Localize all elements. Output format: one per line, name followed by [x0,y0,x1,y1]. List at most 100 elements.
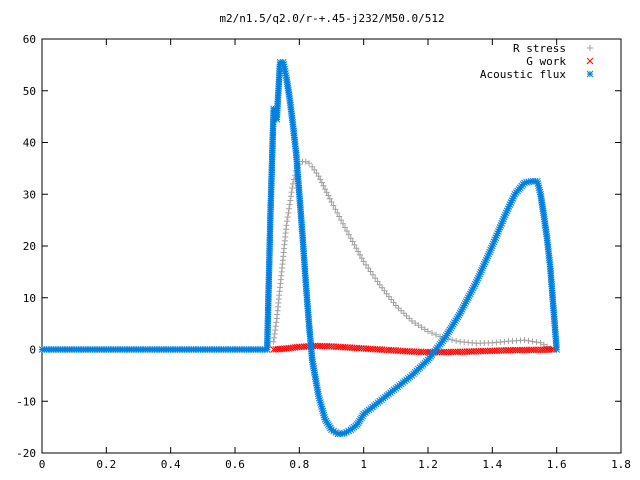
legend-label-r-stress: R stress [513,42,566,55]
x-tick-label: 1.2 [418,458,438,471]
data-point [323,189,330,196]
data-point [302,158,309,165]
x-tick-label: 0.4 [161,458,181,471]
data-point [351,241,358,248]
data-point [322,186,329,193]
data-point [365,265,372,272]
chart-title: m2/n1.5/q2.0/r-+.45-j232/M50.0/512 [219,12,444,25]
data-point [433,331,440,338]
data-point [311,166,318,173]
data-point [338,217,345,224]
data-point [400,310,407,317]
data-point [315,173,322,180]
data-point [271,330,278,337]
data-point [273,319,280,326]
data-point [367,268,374,275]
data-point [286,201,293,208]
data-point [374,278,381,285]
data-point [347,235,354,242]
legend-marker-g-work [586,57,594,65]
legend-marker-r-stress [587,45,593,51]
data-point [429,330,436,337]
legend-label-acoustic-flux: Acoustic flux [480,68,566,81]
data-point [332,206,339,213]
data-point [330,202,337,209]
y-tick-label: 20 [23,240,36,253]
x-tick-label: 0.2 [96,458,116,471]
data-point [360,258,367,265]
data-point [318,179,325,186]
series-g-work [270,342,557,356]
data-point [406,315,413,322]
data-point [525,337,532,344]
x-tick-label: 0 [39,458,46,471]
data-point [305,160,312,167]
data-point [317,176,324,183]
y-tick-label: 0 [29,344,36,357]
y-tick-label: -20 [16,447,36,460]
data-point [362,261,369,268]
y-tick-label: 30 [23,188,36,201]
data-point [284,214,291,221]
data-point [521,337,528,344]
plot-frame [41,38,622,454]
data-point [313,170,320,177]
axes: 0 0.2 0.4 0.6 0.8 1 1.2 1.4 1.6 1.8 -20 -10 0 10 20 30 4… [16,33,631,471]
data-point [355,248,362,255]
data-point [529,338,536,345]
data-point [421,326,428,333]
data-point [415,322,422,329]
data-point [449,336,456,343]
data-marks [38,58,561,438]
data-point [320,182,327,189]
legend-label-g-work: G work [526,55,566,68]
data-point [336,213,343,220]
data-point [290,176,297,183]
data-point [453,337,460,344]
data-point [334,209,341,216]
data-point [287,197,294,204]
data-point [289,180,296,187]
data-point [325,192,332,199]
series-r-stress [270,158,554,352]
data-point [353,245,360,252]
data-point [345,231,352,238]
data-point [272,327,279,334]
data-point [553,346,561,353]
data-point [270,338,277,345]
x-tick-label: 1.6 [547,458,567,471]
data-point [358,255,365,262]
data-point [288,189,295,196]
y-tick-label: -10 [16,395,36,408]
data-point [392,302,399,309]
data-point [537,339,544,346]
data-point [369,271,376,278]
x-tick-label: 0.8 [289,458,309,471]
data-point [283,222,290,229]
data-point [403,312,410,319]
data-point [398,307,405,314]
data-point [326,195,333,202]
data-point [328,199,335,206]
data-point [340,220,347,227]
data-point [408,318,415,325]
data-point [289,185,296,192]
data-point [540,341,547,348]
data-point [425,328,431,335]
data-point [356,251,363,258]
x-tick-label: 1 [360,458,367,471]
data-point [533,339,540,346]
data-point [309,163,316,170]
data-point [395,305,402,312]
y-tick-label: 40 [23,137,36,150]
data-point [372,275,379,282]
data-point [285,209,292,216]
y-tick-label: 10 [23,292,36,305]
x-tick-label: 0.6 [225,458,245,471]
series-acoustic-flux [38,58,561,438]
data-point [412,320,419,327]
data-point [286,205,293,212]
y-tick-label: 60 [23,33,36,46]
